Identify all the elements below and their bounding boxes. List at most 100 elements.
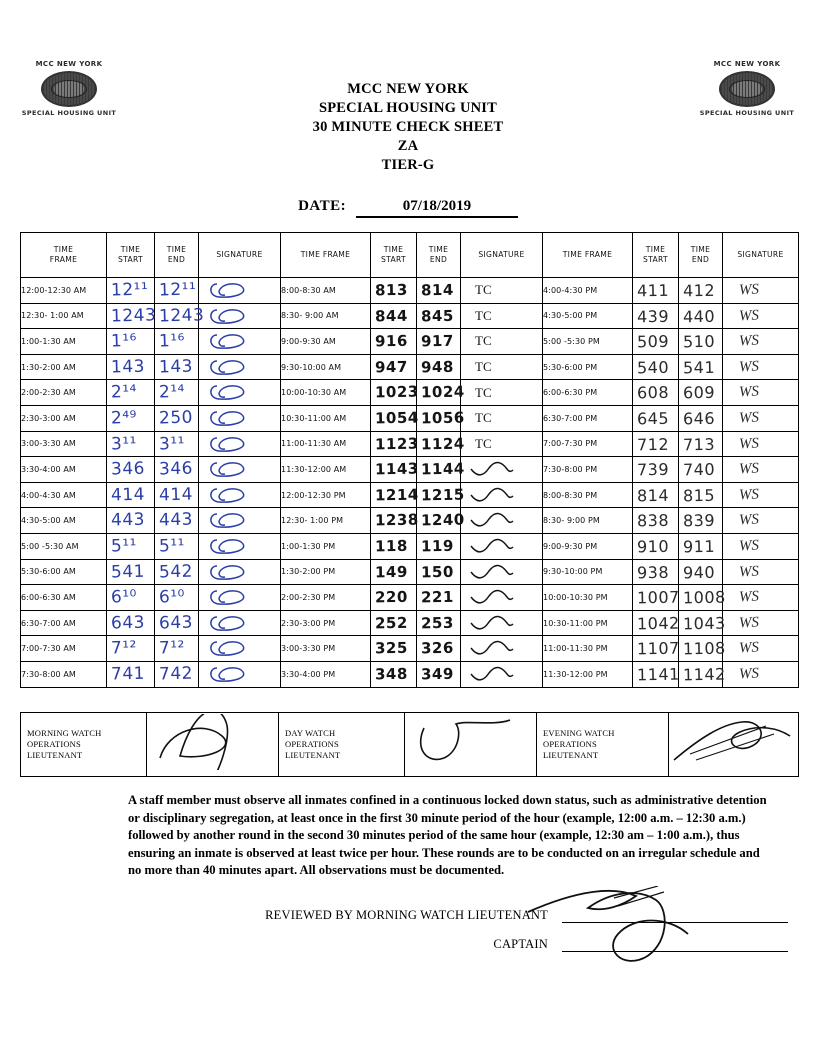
signature-cell-g2[interactable]: TC [460, 404, 543, 432]
time-start-cell[interactable]: 608 [632, 379, 679, 406]
time-start-cell[interactable]: 1141 [632, 660, 680, 688]
time-end-cell[interactable]: 609 [678, 379, 723, 406]
time-end-cell[interactable]: 541 [678, 353, 723, 381]
time-start-cell[interactable]: 838 [632, 507, 679, 534]
time-start-cell[interactable]: 2¹⁴ [106, 379, 155, 406]
time-end-cell[interactable]: 1043 [678, 609, 726, 637]
signature-cell-g3[interactable]: WS [722, 430, 799, 458]
signature-cell-g3[interactable]: WS [722, 379, 799, 406]
time-start-cell[interactable]: 414 [106, 481, 155, 509]
time-start-cell[interactable]: 509 [632, 328, 679, 355]
review-captain-signature-line[interactable] [562, 937, 788, 952]
signature-cell-g2[interactable] [460, 481, 543, 509]
time-end-cell[interactable]: 940 [678, 558, 723, 586]
time-start-cell[interactable]: 118 [370, 532, 417, 560]
time-end-cell[interactable]: 7¹² [154, 635, 199, 662]
time-start-cell[interactable]: 1214 [370, 481, 419, 509]
signature-cell-g2[interactable]: TC [460, 353, 543, 381]
time-end-cell[interactable]: 6¹⁰ [154, 584, 199, 611]
time-end-cell[interactable]: 1142 [678, 660, 726, 688]
time-end-cell[interactable]: 1108 [678, 635, 726, 662]
time-start-cell[interactable]: 12¹¹ [106, 277, 155, 304]
time-start-cell[interactable]: 844 [370, 302, 417, 330]
signature-cell-g2[interactable] [460, 558, 543, 586]
time-start-cell[interactable]: 3¹¹ [106, 430, 155, 458]
signature-cell-g2[interactable] [460, 456, 543, 483]
signature-cell-g3[interactable]: WS [722, 328, 799, 355]
time-end-cell[interactable]: 12¹¹ [154, 277, 199, 304]
time-end-cell[interactable]: 414 [154, 481, 199, 509]
time-start-cell[interactable]: 541 [106, 558, 155, 586]
time-start-cell[interactable]: 645 [632, 404, 679, 432]
signature-cell-g3[interactable]: WS [722, 584, 799, 611]
time-end-cell[interactable]: 814 [416, 277, 461, 304]
signature-cell-g3[interactable]: WS [722, 277, 799, 304]
time-end-cell[interactable]: 150 [416, 558, 461, 586]
time-start-cell[interactable]: 411 [632, 277, 679, 304]
signature-cell-g1[interactable] [198, 507, 281, 534]
signature-cell-g2[interactable] [460, 532, 543, 560]
time-end-cell[interactable]: 740 [678, 456, 723, 483]
time-end-cell[interactable]: 221 [416, 584, 461, 611]
time-start-cell[interactable]: 1123 [370, 430, 419, 458]
evening-watch-signature-field[interactable] [668, 712, 799, 777]
signature-cell-g1[interactable] [198, 558, 281, 586]
time-end-cell[interactable]: 815 [678, 481, 723, 509]
time-start-cell[interactable]: 5¹¹ [106, 532, 155, 560]
signature-cell-g1[interactable] [198, 353, 281, 381]
time-start-cell[interactable]: 916 [370, 328, 417, 355]
signature-cell-g1[interactable] [198, 456, 281, 483]
signature-cell-g3[interactable]: WS [722, 456, 799, 483]
review-morning-signature-line[interactable] [562, 908, 788, 923]
time-start-cell[interactable]: 220 [370, 584, 417, 611]
time-end-cell[interactable]: 643 [154, 609, 199, 637]
time-end-cell[interactable]: 839 [678, 507, 723, 534]
time-end-cell[interactable]: 1144 [416, 456, 465, 483]
time-start-cell[interactable]: 814 [632, 481, 679, 509]
time-end-cell[interactable]: 443 [154, 507, 199, 534]
time-end-cell[interactable]: 1215 [416, 481, 465, 509]
signature-cell-g2[interactable]: TC [460, 328, 543, 355]
time-start-cell[interactable]: 7¹² [106, 635, 155, 662]
time-start-cell[interactable]: 643 [106, 609, 155, 637]
time-start-cell[interactable]: 1023 [370, 379, 419, 406]
time-start-cell[interactable]: 1107 [632, 635, 680, 662]
time-start-cell[interactable]: 540 [632, 353, 679, 381]
signature-cell-g1[interactable] [198, 430, 281, 458]
time-end-cell[interactable]: 1240 [416, 507, 465, 534]
time-start-cell[interactable]: 348 [370, 660, 417, 688]
signature-cell-g2[interactable]: TC [460, 302, 543, 330]
time-end-cell[interactable]: 510 [678, 328, 723, 355]
signature-cell-g3[interactable]: WS [722, 532, 799, 560]
time-end-cell[interactable]: 948 [416, 353, 461, 381]
time-start-cell[interactable]: 1238 [370, 507, 419, 534]
time-start-cell[interactable]: 1¹⁶ [106, 328, 155, 355]
time-start-cell[interactable]: 947 [370, 353, 417, 381]
time-start-cell[interactable]: 6¹⁰ [106, 584, 155, 611]
time-start-cell[interactable]: 1143 [370, 456, 419, 483]
day-watch-signature-field[interactable] [404, 712, 537, 777]
time-end-cell[interactable]: 542 [154, 558, 199, 586]
signature-cell-g3[interactable]: WS [722, 353, 799, 381]
time-end-cell[interactable]: 1008 [678, 584, 726, 611]
time-start-cell[interactable]: 712 [632, 430, 679, 458]
signature-cell-g1[interactable] [198, 609, 281, 637]
signature-cell-g3[interactable]: WS [722, 660, 799, 688]
time-end-cell[interactable]: 119 [416, 532, 461, 560]
time-end-cell[interactable]: 143 [154, 353, 199, 381]
time-end-cell[interactable]: 845 [416, 302, 461, 330]
signature-cell-g1[interactable] [198, 379, 281, 406]
time-end-cell[interactable]: 713 [678, 430, 723, 458]
time-start-cell[interactable]: 741 [106, 660, 155, 688]
time-end-cell[interactable]: 742 [154, 660, 199, 688]
signature-cell-g1[interactable] [198, 481, 281, 509]
time-start-cell[interactable]: 910 [632, 532, 679, 560]
signature-cell-g2[interactable] [460, 635, 543, 662]
time-start-cell[interactable]: 2⁴⁹ [106, 404, 155, 432]
signature-cell-g1[interactable] [198, 404, 281, 432]
time-end-cell[interactable]: 250 [154, 404, 199, 432]
signature-cell-g3[interactable]: WS [722, 635, 799, 662]
signature-cell-g2[interactable] [460, 660, 543, 688]
morning-watch-signature-field[interactable] [146, 709, 279, 785]
signature-cell-g1[interactable] [198, 302, 281, 330]
